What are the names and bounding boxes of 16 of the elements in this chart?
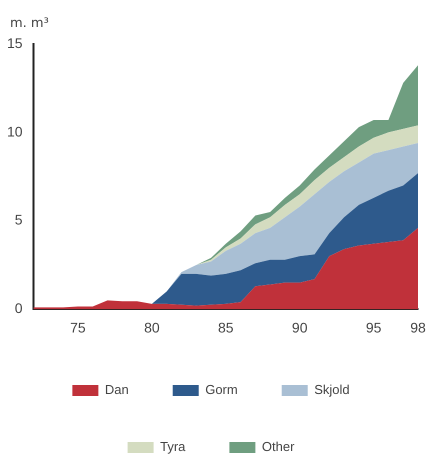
x-tick-label: 85	[218, 319, 234, 336]
legend-label: Dan	[104, 382, 129, 398]
y-tick-label: 15	[6, 34, 23, 51]
x-tick-label: 75	[70, 319, 86, 336]
x-tick-label: 98	[410, 319, 426, 336]
x-tick-label: 90	[292, 319, 308, 336]
x-tick-label: 80	[144, 319, 160, 336]
legend-label: Gorm	[205, 382, 238, 398]
y-tick-label: 0	[14, 300, 23, 316]
y-axis-title: m. m³	[10, 16, 49, 31]
y-tick-label: 5	[14, 212, 23, 228]
legend-label: Other	[262, 439, 296, 454]
x-tick-label: 95	[366, 319, 382, 336]
legend-label: Skjold	[314, 382, 350, 398]
legend-label: Tyra	[160, 439, 186, 454]
y-tick-label: 10	[6, 123, 23, 140]
